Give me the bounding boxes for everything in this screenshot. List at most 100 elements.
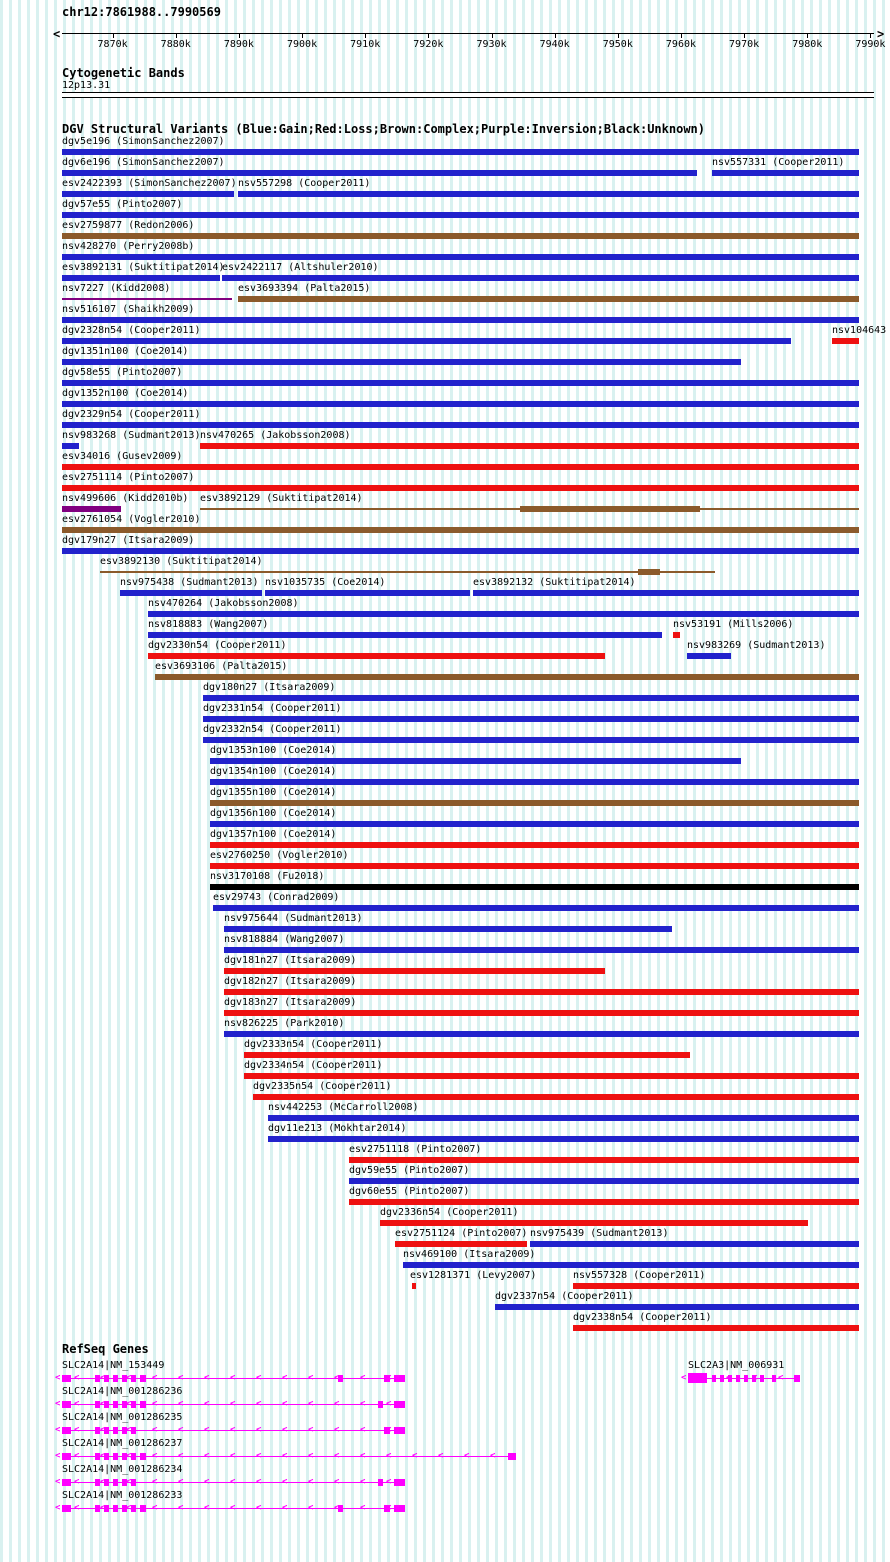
variant-label[interactable]: dgv2331n54 (Cooper2011) [203,703,342,714]
variant-label[interactable]: dgv11e213 (Mokhtar2014) [268,1123,407,1134]
variant-bar[interactable] [210,758,741,764]
gene-exon[interactable] [772,1375,776,1382]
variant-bar[interactable] [222,275,859,281]
variant-bar[interactable] [224,989,859,995]
variant-bar[interactable] [213,905,859,911]
gene-exon[interactable] [113,1427,118,1434]
variant-label[interactable]: dgv2330n54 (Cooper2011) [148,640,287,651]
variant-bar[interactable] [224,1031,859,1037]
variant-bar[interactable] [148,611,859,617]
variant-label[interactable]: dgv1353n100 (Coe2014) [210,745,337,756]
gene-exon[interactable] [104,1375,109,1382]
variant-label[interactable]: esv3693106 (Palta2015) [155,661,288,672]
variant-bar[interactable] [62,254,859,260]
variant-label[interactable]: nsv818883 (Wang2007) [148,619,269,630]
variant-label[interactable]: nsv516107 (Shaikh2009) [62,304,195,315]
variant-bar[interactable] [210,800,859,806]
gene-exon[interactable] [338,1375,343,1382]
gene-exon[interactable] [384,1427,390,1434]
variant-label[interactable]: nsv983268 (Sudmant2013) [62,430,201,441]
gene-exon[interactable] [62,1479,71,1486]
gene-exon[interactable] [62,1401,71,1408]
gene-exon[interactable] [122,1453,127,1460]
gene-exon[interactable] [394,1401,405,1408]
variant-label[interactable]: esv3892130 (Suktitipat2014) [100,556,263,567]
gene-exon[interactable] [104,1401,109,1408]
variant-label[interactable]: nsv469100 (Itsara2009) [403,1249,536,1260]
gene-exon[interactable] [736,1375,740,1382]
variant-label[interactable]: esv2761054 (Vogler2010) [62,514,201,525]
gene-label[interactable]: SLC2A14|NM_001286233 [62,1490,183,1501]
variant-bar[interactable] [395,1241,527,1247]
gene-exon[interactable] [394,1505,405,1512]
variant-label[interactable]: esv3892129 (Suktitipat2014) [200,493,363,504]
variant-bar[interactable] [224,947,859,953]
variant-label[interactable]: nsv499606 (Kidd2010b) [62,493,189,504]
gene-exon[interactable] [744,1375,748,1382]
gene-exon[interactable] [752,1375,756,1382]
variant-bar[interactable] [155,674,859,680]
variant-bar-thick-segment[interactable] [638,569,660,575]
variant-label[interactable]: dgv183n27 (Itsara2009) [224,997,357,1008]
variant-label[interactable]: nsv983269 (Sudmant2013) [687,640,826,651]
variant-label[interactable]: nsv557331 (Cooper2011) [712,157,845,168]
variant-bar[interactable] [238,191,859,197]
variant-label[interactable]: dgv1356n100 (Coe2014) [210,808,337,819]
gene-exon[interactable] [95,1453,100,1460]
variant-label[interactable]: nsv975439 (Sudmant2013) [530,1228,669,1239]
variant-bar[interactable] [224,1010,859,1016]
variant-label[interactable]: dgv1352n100 (Coe2014) [62,388,189,399]
gene-exon[interactable] [62,1505,71,1512]
variant-bar[interactable] [210,863,859,869]
variant-label[interactable]: nsv975644 (Sudmant2013) [224,913,363,924]
variant-bar[interactable] [268,1115,859,1121]
variant-label[interactable]: esv2422393 (SimonSanchez2007) [62,178,237,189]
variant-bar[interactable] [100,571,715,573]
gene-exon[interactable] [62,1453,71,1460]
variant-bar[interactable] [712,170,859,176]
variant-bar[interactable] [573,1325,859,1331]
variant-label[interactable]: esv29743 (Conrad2009) [213,892,340,903]
variant-bar[interactable] [62,506,121,512]
variant-label[interactable]: dgv2338n54 (Cooper2011) [573,1312,712,1323]
variant-label[interactable]: dgv1355n100 (Coe2014) [210,787,337,798]
variant-bar[interactable] [62,485,859,491]
variant-label[interactable]: dgv2329n54 (Cooper2011) [62,409,201,420]
variant-label[interactable]: dgv6e196 (SimonSanchez2007) [62,157,225,168]
gene-exon[interactable] [378,1401,383,1408]
variant-bar[interactable] [62,212,859,218]
gene-exon[interactable] [113,1453,118,1460]
gene-exon[interactable] [113,1375,118,1382]
variant-bar[interactable] [62,298,232,300]
variant-label[interactable]: nsv818884 (Wang2007) [224,934,345,945]
variant-bar[interactable] [238,296,859,302]
variant-label[interactable]: dgv180n27 (Itsara2009) [203,682,336,693]
variant-bar[interactable] [62,359,741,365]
variant-label[interactable]: dgv182n27 (Itsara2009) [224,976,357,987]
variant-bar[interactable] [62,380,859,386]
gene-exon[interactable] [131,1401,136,1408]
variant-bar[interactable] [573,1283,859,1289]
variant-label[interactable]: dgv2333n54 (Cooper2011) [244,1039,383,1050]
variant-label[interactable]: esv34016 (Gusev2009) [62,451,183,462]
variant-bar[interactable] [62,338,791,344]
gene-exon[interactable] [95,1401,100,1408]
variant-bar[interactable] [210,821,859,827]
gene-exon[interactable] [62,1427,71,1434]
variant-bar[interactable] [62,317,859,323]
gene-exon[interactable] [113,1505,118,1512]
variant-bar[interactable] [349,1157,859,1163]
variant-label[interactable]: esv3693394 (Palta2015) [238,283,371,294]
variant-bar[interactable] [380,1220,808,1226]
gene-exon[interactable] [378,1479,383,1486]
variant-bar[interactable] [832,338,859,344]
variant-bar[interactable] [62,149,859,155]
gene-exon[interactable] [104,1427,109,1434]
variant-label[interactable]: nsv975438 (Sudmant2013) [120,577,259,588]
cytoband-track[interactable] [62,92,874,98]
gene-exon[interactable] [122,1479,127,1486]
variant-bar[interactable] [203,695,859,701]
variant-bar[interactable] [148,632,662,638]
variant-bar[interactable] [495,1304,859,1310]
variant-label[interactable]: esv2751124 (Pinto2007) [395,1228,528,1239]
